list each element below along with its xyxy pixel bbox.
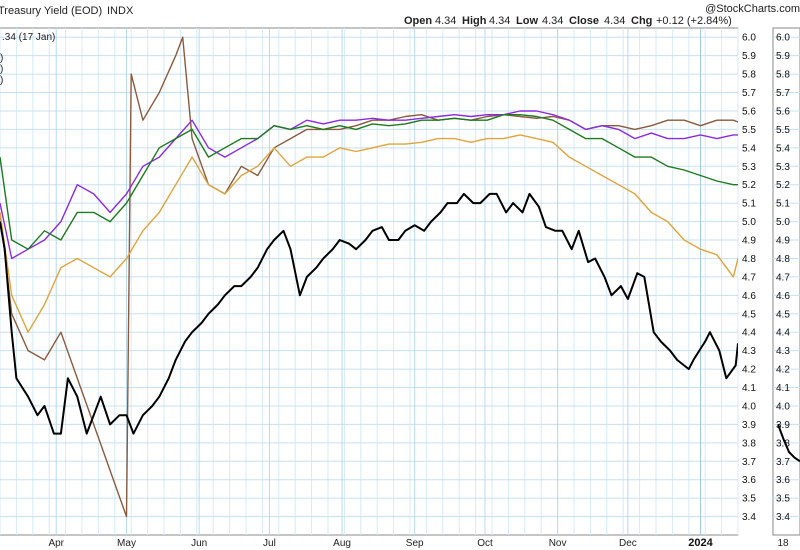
y-tick-label: 3.9 [742, 420, 756, 431]
right-x-tick-label: 18 [777, 538, 789, 549]
x-axis: Apr May Jun Jul Aug Sep Oct Nov Dec 2024 18 [48, 537, 789, 549]
series-line-0 [0, 36, 738, 518]
series-layer [0, 36, 738, 518]
chart-title: Treasury Yield (EOD) [0, 5, 102, 17]
right-y-tick-label: 4.4 [776, 328, 790, 339]
y-tick-label: 5.4 [742, 143, 756, 154]
legend-mark-brown: ) [0, 75, 3, 86]
y-tick-label: 3.5 [742, 494, 756, 505]
right-y-tick-label: 5.4 [776, 143, 790, 154]
series-line-4 [0, 192, 738, 435]
right-y-tick-label: 5.2 [776, 180, 790, 191]
right-y-tick-label: 3.9 [776, 420, 790, 431]
close-value: 4.34 [604, 15, 625, 27]
right-y-tick-label: 3.4 [776, 512, 790, 523]
y-tick-label: 5.1 [742, 199, 756, 210]
right-y-tick-label: 5.8 [776, 70, 790, 81]
y-tick-label: 4.5 [742, 309, 756, 320]
right-panel-line [777, 424, 800, 463]
y-tick-label: 6.0 [742, 33, 756, 44]
y-tick-label: 5.5 [742, 125, 756, 136]
right-panel [772, 27, 800, 536]
right-y-tick-label: 4.5 [776, 309, 790, 320]
y-tick-label: 4.9 [742, 236, 756, 247]
right-y-tick-label: 3.6 [776, 475, 790, 486]
series-line-2 [0, 113, 738, 250]
x-tick-label: Aug [333, 538, 351, 549]
legend-value: .34 (17 Jan) [2, 32, 55, 43]
y-tick-label: 4.7 [742, 272, 756, 283]
y-tick-label: 5.7 [742, 88, 756, 99]
legend-mark-green: ) [0, 53, 3, 64]
x-tick-label: Jun [191, 538, 207, 549]
ohlc-readout: Open 4.34 High 4.34 Low 4.34 Close 4.34 … [404, 15, 732, 27]
right-y-tick-label: 3.7 [776, 457, 790, 468]
right-y-tick-label: 4.7 [776, 272, 790, 283]
high-label: High [462, 15, 487, 27]
y-tick-label: 3.4 [742, 512, 756, 523]
x-tick-label: Nov [549, 538, 567, 549]
right-y-tick-label: 4.2 [776, 365, 790, 376]
x-tick-label: Jul [263, 538, 276, 549]
y-tick-label: 4.2 [742, 365, 756, 376]
right-y-tick-label: 5.0 [776, 217, 790, 228]
y-tick-label: 5.9 [742, 51, 756, 62]
y-tick-label: 4.6 [742, 291, 756, 302]
chg-label: Chg [631, 15, 652, 27]
right-y-tick-label: 4.8 [776, 254, 790, 265]
y-tick-label: 3.8 [742, 438, 756, 449]
x-tick-label: Sep [406, 538, 424, 549]
x-tick-label: May [117, 538, 136, 549]
plot-area [0, 27, 739, 536]
right-y-tick-label: 5.3 [776, 162, 790, 173]
series-line-1 [0, 110, 738, 260]
right-y-tick-label: 3.8 [776, 438, 790, 449]
y-tick-label: 3.7 [742, 457, 756, 468]
high-value: 4.34 [489, 15, 510, 27]
right-y-tick-label: 5.9 [776, 51, 790, 62]
legend: .34 (17 Jan) ) ) ) [0, 32, 55, 86]
exchange-label: INDX [107, 5, 134, 17]
x-tick-label: Apr [48, 538, 64, 549]
right-y-tick-label: 5.1 [776, 199, 790, 210]
y-tick-label: 4.3 [742, 346, 756, 357]
y-tick-label: 5.8 [742, 70, 756, 81]
right-y-tick-label: 4.0 [776, 401, 790, 412]
right-y-tick-label: 5.7 [776, 88, 790, 99]
legend-mark-purple: ) [0, 64, 3, 75]
right-y-tick-label: 4.1 [776, 383, 790, 394]
right-y-tick-label: 5.6 [776, 106, 790, 117]
right-y-tick-label: 4.6 [776, 291, 790, 302]
y-tick-label: 4.1 [742, 383, 756, 394]
y-tick-label: 3.6 [742, 475, 756, 486]
y-tick-label: 4.4 [742, 328, 756, 339]
y-tick-label: 5.6 [742, 106, 756, 117]
y-tick-label: 4.0 [742, 401, 756, 412]
y-tick-label: 5.3 [742, 162, 756, 173]
y-tick-label: 5.0 [742, 217, 756, 228]
close-label: Close [569, 15, 599, 27]
low-value: 4.34 [542, 15, 563, 27]
y-tick-label: 5.2 [742, 180, 756, 191]
x-tick-label: 2024 [688, 537, 713, 549]
x-tick-label: Oct [477, 538, 493, 549]
x-tick-label: Dec [619, 538, 637, 549]
right-y-tick-label: 4.3 [776, 346, 790, 357]
right-panel-layer [777, 424, 800, 463]
right-y-tick-label: 3.5 [776, 494, 790, 505]
right-y-tick-label: 5.5 [776, 125, 790, 136]
y-axis: 6.0 6.0 5.9 5.9 5.8 5.8 5.7 5.7 5.6 5.6 5.5 5.5 5.4 5… [742, 33, 790, 523]
right-y-tick-label: 6.0 [776, 33, 790, 44]
low-label: Low [516, 15, 538, 27]
series-line-3 [0, 134, 738, 333]
open-value: 4.34 [435, 15, 456, 27]
right-y-tick-label: 4.9 [776, 236, 790, 247]
chg-value: +0.12 (+2.84%) [656, 15, 732, 27]
y-tick-label: 4.8 [742, 254, 756, 265]
watermark: @StockCharts.com [705, 3, 800, 15]
open-label: Open [404, 15, 432, 27]
